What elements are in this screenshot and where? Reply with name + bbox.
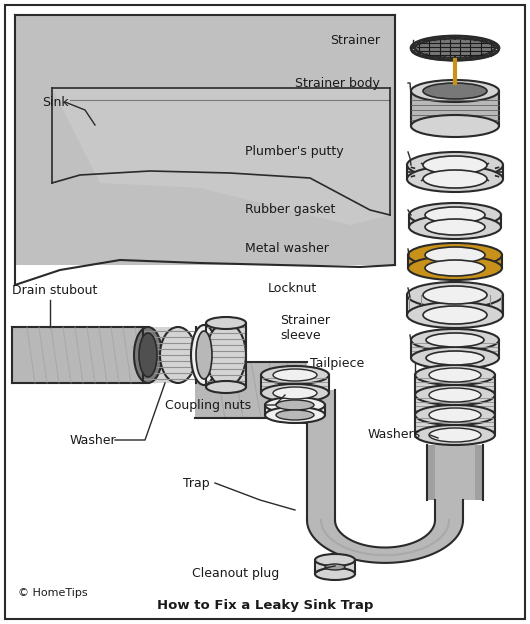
Text: Sink: Sink: [42, 95, 68, 109]
Ellipse shape: [415, 365, 495, 385]
Text: Plumber's putty: Plumber's putty: [245, 145, 343, 158]
Ellipse shape: [415, 385, 495, 405]
Bar: [427, 445, 483, 500]
Bar: [411, 91, 499, 126]
Ellipse shape: [411, 347, 499, 369]
Ellipse shape: [325, 564, 345, 570]
Ellipse shape: [409, 203, 501, 227]
Ellipse shape: [429, 408, 481, 422]
Bar: [475, 445, 483, 500]
Bar: [12, 327, 148, 383]
Ellipse shape: [409, 215, 501, 239]
Text: How to Fix a Leaky Sink Trap: How to Fix a Leaky Sink Trap: [157, 599, 373, 612]
Ellipse shape: [415, 405, 495, 425]
Ellipse shape: [276, 410, 314, 420]
Text: Strainer body: Strainer body: [295, 77, 380, 89]
Ellipse shape: [265, 407, 325, 423]
Text: Cleanout plug: Cleanout plug: [192, 567, 279, 580]
Ellipse shape: [423, 156, 487, 174]
Text: Metal washer: Metal washer: [245, 243, 329, 255]
Ellipse shape: [139, 333, 157, 377]
Bar: [415, 395, 495, 413]
Bar: [195, 362, 307, 418]
Ellipse shape: [425, 207, 485, 223]
Bar: [408, 255, 502, 268]
Polygon shape: [15, 15, 395, 265]
Text: Tailpiece: Tailpiece: [310, 356, 364, 369]
Ellipse shape: [425, 247, 485, 263]
Ellipse shape: [407, 282, 503, 308]
Bar: [206, 323, 246, 387]
Text: Rubber gasket: Rubber gasket: [245, 203, 335, 217]
Polygon shape: [274, 390, 307, 423]
Ellipse shape: [411, 329, 499, 351]
Ellipse shape: [411, 80, 499, 102]
Bar: [411, 340, 499, 358]
Bar: [407, 165, 503, 179]
Ellipse shape: [423, 306, 487, 324]
Ellipse shape: [191, 325, 217, 385]
Text: Strainer
sleeve: Strainer sleeve: [280, 314, 330, 342]
Bar: [143, 327, 178, 383]
Ellipse shape: [408, 256, 502, 280]
Ellipse shape: [160, 327, 196, 383]
Ellipse shape: [429, 428, 481, 442]
Bar: [315, 560, 355, 574]
Ellipse shape: [206, 317, 246, 329]
Ellipse shape: [423, 170, 487, 188]
Bar: [409, 215, 501, 227]
Text: © HomeTips: © HomeTips: [18, 588, 87, 598]
Ellipse shape: [276, 400, 314, 410]
Ellipse shape: [261, 366, 329, 384]
Polygon shape: [307, 390, 463, 563]
Ellipse shape: [265, 397, 325, 413]
Text: Trap: Trap: [183, 477, 210, 489]
Bar: [200, 329, 246, 381]
Ellipse shape: [407, 166, 503, 192]
Ellipse shape: [206, 381, 246, 393]
Bar: [427, 445, 435, 500]
Ellipse shape: [261, 384, 329, 402]
Ellipse shape: [196, 331, 212, 379]
Ellipse shape: [423, 83, 487, 99]
Text: Strainer: Strainer: [330, 34, 380, 47]
Ellipse shape: [425, 219, 485, 235]
Polygon shape: [52, 88, 390, 225]
Ellipse shape: [408, 243, 502, 267]
Ellipse shape: [273, 369, 317, 381]
Ellipse shape: [134, 327, 162, 383]
Bar: [415, 415, 495, 433]
Ellipse shape: [426, 333, 484, 347]
Ellipse shape: [407, 152, 503, 178]
Ellipse shape: [426, 351, 484, 365]
Bar: [407, 295, 503, 315]
Bar: [265, 405, 325, 415]
Text: Coupling nuts: Coupling nuts: [165, 399, 251, 411]
Ellipse shape: [429, 368, 481, 382]
Ellipse shape: [425, 260, 485, 276]
Text: Locknut: Locknut: [268, 281, 317, 295]
Ellipse shape: [315, 568, 355, 580]
Text: Washer: Washer: [70, 434, 117, 447]
Ellipse shape: [415, 425, 495, 445]
Ellipse shape: [415, 38, 495, 58]
Ellipse shape: [407, 302, 503, 328]
Bar: [415, 375, 495, 393]
Bar: [261, 375, 329, 393]
Ellipse shape: [206, 323, 246, 387]
Ellipse shape: [273, 387, 317, 399]
Text: Washers: Washers: [368, 429, 421, 442]
Ellipse shape: [423, 286, 487, 304]
Ellipse shape: [411, 115, 499, 137]
Ellipse shape: [429, 388, 481, 402]
Ellipse shape: [315, 554, 355, 566]
Text: Drain stubout: Drain stubout: [12, 283, 98, 296]
